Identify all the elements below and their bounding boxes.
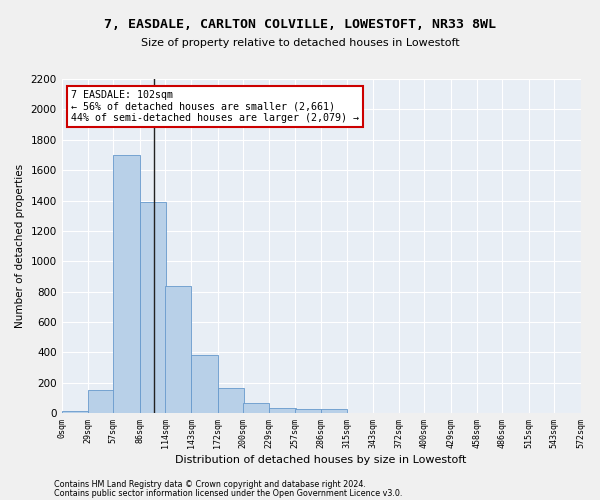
Text: Contains public sector information licensed under the Open Government Licence v3: Contains public sector information licen… — [54, 488, 403, 498]
Text: 7 EASDALE: 102sqm
← 56% of detached houses are smaller (2,661)
44% of semi-detac: 7 EASDALE: 102sqm ← 56% of detached hous… — [71, 90, 359, 123]
Bar — [269, 408, 296, 413]
Text: 7, EASDALE, CARLTON COLVILLE, LOWESTOFT, NR33 8WL: 7, EASDALE, CARLTON COLVILLE, LOWESTOFT,… — [104, 18, 496, 30]
Bar — [62, 411, 88, 413]
Y-axis label: Number of detached properties: Number of detached properties — [15, 164, 25, 328]
Text: Size of property relative to detached houses in Lowestoft: Size of property relative to detached ho… — [140, 38, 460, 48]
Text: Contains HM Land Registry data © Crown copyright and database right 2024.: Contains HM Land Registry data © Crown c… — [54, 480, 366, 489]
X-axis label: Distribution of detached houses by size in Lowestoft: Distribution of detached houses by size … — [175, 455, 467, 465]
Bar — [165, 286, 191, 413]
Bar — [243, 404, 269, 413]
Bar — [88, 390, 114, 413]
Bar — [218, 388, 244, 413]
Bar — [321, 410, 347, 413]
Bar — [191, 354, 218, 413]
Bar — [140, 202, 166, 413]
Bar — [295, 410, 321, 413]
Bar — [113, 155, 140, 413]
